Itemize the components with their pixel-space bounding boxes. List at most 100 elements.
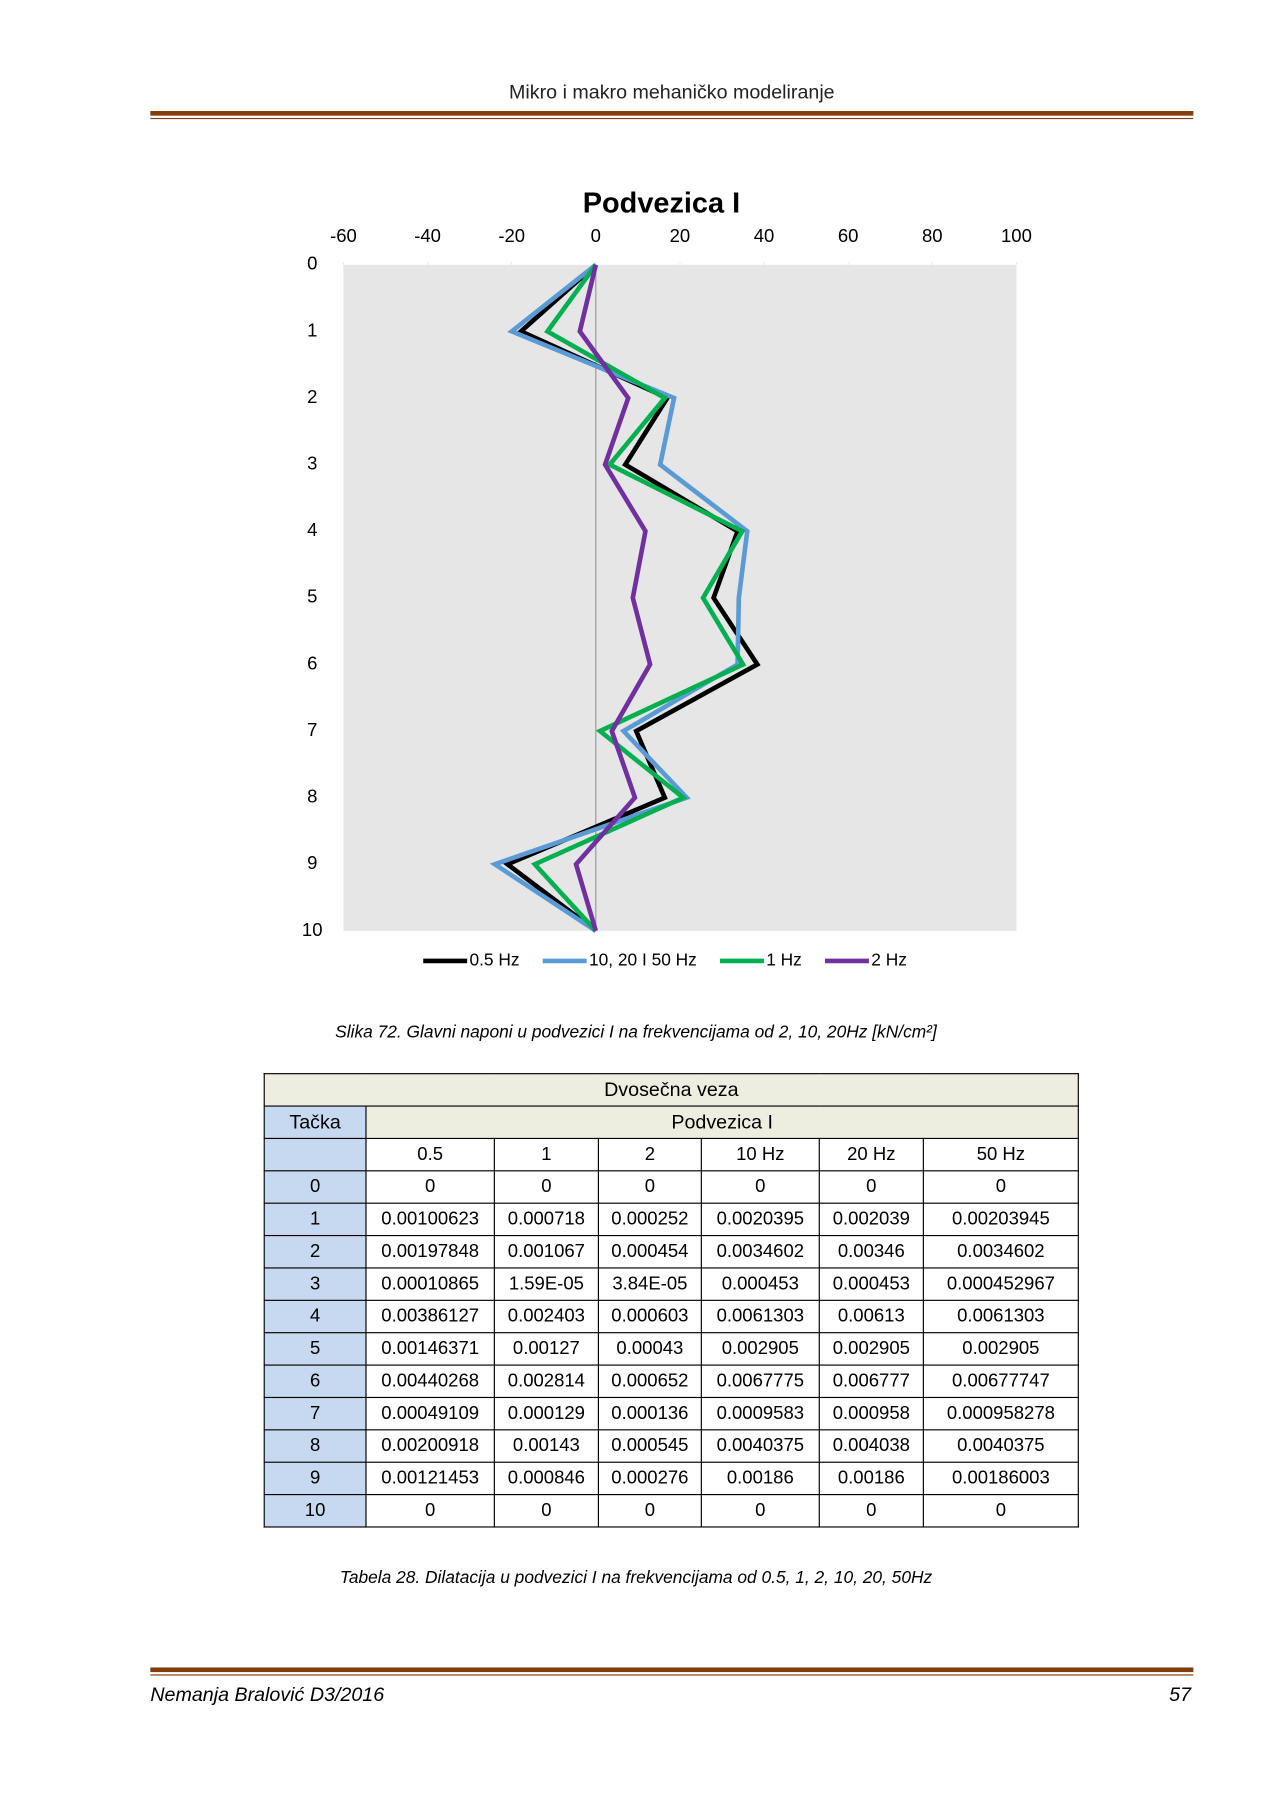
table-cell: 0.0040375 (922, 1429, 1079, 1463)
table-cell: 0.00186 (818, 1461, 924, 1496)
table-cell: 0.0067775 (700, 1364, 820, 1399)
table-row: 9 0.00121453 0.000846 0.000276 0.00186 0.0018… (263, 1461, 1079, 1496)
figure-caption: Slika 72. Glavni naponi u podvezici I na… (335, 1022, 937, 1042)
data-table: Dvosečna veza Tačka Podvezica I 0.5 1 2 10 H… (263, 1073, 1079, 1528)
table-cell: 1.59E-05 (493, 1267, 599, 1301)
table-cell: 0.0020395 (700, 1202, 820, 1237)
point-label: 10 (263, 1494, 367, 1528)
point-label: 2 (263, 1234, 367, 1269)
table-row: 3 0.00010865 1.59E-05 3.84E-05 0.000453 0.000… (263, 1267, 1079, 1301)
table-cell: 0 (700, 1170, 820, 1204)
column-header: 50 Hz (922, 1137, 1079, 1172)
series-line (489, 262, 750, 933)
y-tick-label: 5 (307, 586, 317, 607)
table-cell: 0.00677747 (922, 1364, 1079, 1399)
table-cell: 0.00200918 (365, 1429, 495, 1463)
table-cell: 0 (818, 1170, 924, 1204)
y-tick-label: 7 (307, 719, 317, 740)
table-cell: 0.000846 (493, 1461, 599, 1496)
table-cell: 0.00197848 (365, 1234, 495, 1269)
footer-rule (150, 1674, 1194, 1676)
footer-author: Nemanja Bralović D3/2016 (150, 1683, 385, 1706)
point-label: 8 (263, 1429, 367, 1463)
table-cell: 0.000652 (597, 1364, 702, 1399)
column-header: 20 Hz (818, 1137, 924, 1172)
point-label: 0 (263, 1170, 367, 1204)
x-tick-label: 60 (838, 225, 859, 246)
table-caption: Tabela 28. Dilatacija u podvezici I na f… (339, 1568, 933, 1588)
chart-title: Podvezica I (583, 187, 740, 219)
y-tick-label: 4 (307, 519, 317, 540)
column-header: 0.5 (365, 1137, 495, 1172)
table-cell: 0 (597, 1170, 702, 1204)
table-cell: 0.00613 (818, 1299, 924, 1334)
series-line (573, 264, 653, 932)
table-row: 4 0.00386127 0.002403 0.000603 0.0061303 0.00… (263, 1299, 1079, 1334)
y-tick-label: 1 (307, 319, 317, 340)
legend-label: 1 Hz (766, 950, 802, 970)
table-cell: 0.000545 (597, 1429, 702, 1463)
table-cell: 0.002814 (493, 1364, 599, 1399)
group-header: Podvezica I (365, 1105, 1079, 1140)
table-row: 6 0.00440268 0.002814 0.000652 0.0067775 0.00… (263, 1364, 1079, 1399)
table-row: 5 0.00146371 0.00127 0.00043 0.002905 0.00290… (263, 1332, 1079, 1366)
column-header: 2 (597, 1137, 702, 1172)
table-cell: 0.00100623 (365, 1202, 495, 1237)
y-tick-label: 2 (307, 386, 317, 407)
point-label: 9 (263, 1461, 367, 1496)
table-row: 7 0.00049109 0.000129 0.000136 0.0009583 0.00… (263, 1396, 1079, 1431)
table-cell: 0.000452967 (922, 1267, 1079, 1301)
table-cell: 0.002905 (818, 1332, 924, 1366)
table-cell: 0.00146371 (365, 1332, 495, 1366)
table-cell: 0 (818, 1494, 924, 1528)
point-label: 7 (263, 1396, 367, 1431)
table-cell: 0.000453 (818, 1267, 924, 1301)
table-cell: 0.0009583 (700, 1396, 820, 1431)
point-label: 5 (263, 1332, 367, 1366)
table-cell: 0.006777 (818, 1364, 924, 1399)
table-cell: 0.000453 (700, 1267, 820, 1301)
table-cell: 0.0040375 (700, 1429, 820, 1463)
table-cell: 0.000958 (818, 1396, 924, 1431)
empty-cell (263, 1137, 367, 1172)
y-tick-label: 3 (307, 453, 317, 474)
point-label: 3 (263, 1267, 367, 1301)
table-cell: 0.000276 (597, 1461, 702, 1496)
column-header: 10 Hz (700, 1137, 820, 1172)
x-tick-label: 0 (591, 225, 601, 246)
table-cell: 0.000603 (597, 1299, 702, 1334)
table-cell: 0 (493, 1494, 599, 1528)
y-tick-label: 6 (307, 652, 317, 673)
table-cell: 0.00127 (493, 1332, 599, 1366)
table-cell: 0.004038 (818, 1429, 924, 1463)
table-cell: 0.002905 (700, 1332, 820, 1366)
chart: Podvezica I -60 -40 -20 0 20 40 60 80 100 0 1 2 3 4 5 6… (302, 187, 1032, 970)
table-cell: 0.00049109 (365, 1396, 495, 1431)
legend-label: 10, 20 I 50 Hz (589, 950, 697, 970)
table-cell: 0.00203945 (922, 1202, 1079, 1237)
table-cell: 0 (700, 1494, 820, 1528)
y-tick-label: 9 (307, 852, 317, 873)
table-cell: 0 (365, 1170, 495, 1204)
table-cell: 0.000718 (493, 1202, 599, 1237)
table-cell: 0 (922, 1170, 1079, 1204)
table-cell: 0.000252 (597, 1202, 702, 1237)
header-rule (150, 117, 1194, 120)
table-cell: 0.0061303 (922, 1299, 1079, 1334)
table-cell: 0.00386127 (365, 1299, 495, 1334)
table-cell: 0.0034602 (922, 1234, 1079, 1269)
y-tick-label: 8 (307, 786, 317, 807)
column-header: 1 (493, 1137, 599, 1172)
table-cell: 0 (597, 1494, 702, 1528)
table-row: 1 0.00100623 0.000718 0.000252 0.0020395 0.00… (263, 1202, 1079, 1237)
page-number: 57 (1169, 1683, 1192, 1706)
table-cell: 0.00043 (597, 1332, 702, 1366)
table-cell: 0.00121453 (365, 1461, 495, 1496)
x-tick-label: 100 (1001, 225, 1032, 246)
point-label: 1 (263, 1202, 367, 1237)
table-cell: 0.000129 (493, 1396, 599, 1431)
header-rule (150, 111, 1194, 116)
